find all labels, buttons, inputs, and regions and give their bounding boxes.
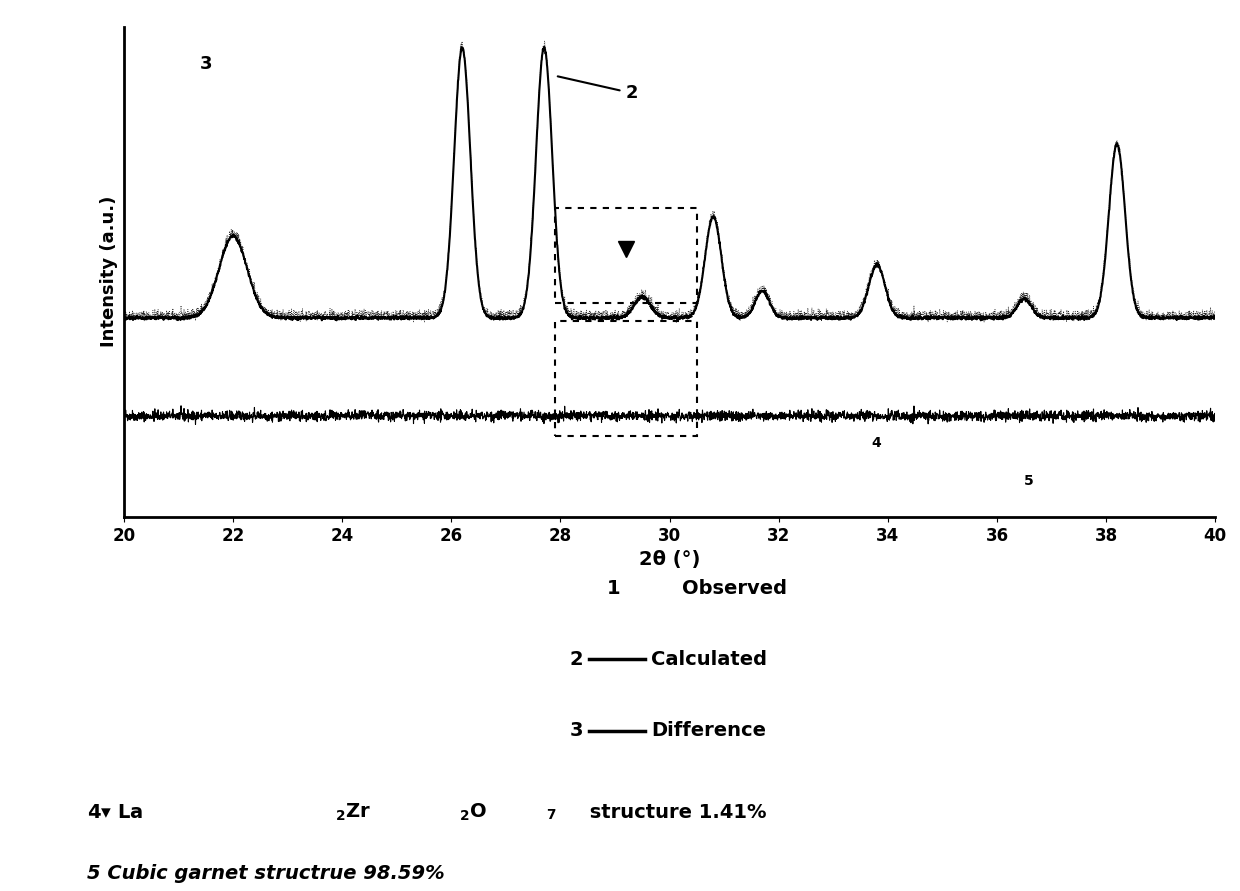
Bar	[556, 208, 697, 304]
Bar	[556, 321, 697, 436]
Text: 2: 2	[558, 77, 637, 102]
Text: 4$\mathbf{\blacktriangledown}$ La: 4$\mathbf{\blacktriangledown}$ La	[87, 803, 143, 822]
Text: structure 1.41%: structure 1.41%	[583, 803, 766, 822]
Text: 5 Cubic garnet structrue 98.59%: 5 Cubic garnet structrue 98.59%	[87, 863, 444, 883]
Text: 4: 4	[872, 437, 882, 451]
Text: 5: 5	[1024, 474, 1034, 488]
X-axis label: 2θ (°): 2θ (°)	[639, 550, 701, 569]
Text: 1: 1	[606, 578, 620, 598]
Text: $\mathbf{_2}$Zr: $\mathbf{_2}$Zr	[335, 802, 371, 823]
Text: 3: 3	[200, 55, 212, 73]
Text: Difference: Difference	[651, 721, 766, 740]
Text: $\mathbf{_7}$: $\mathbf{_7}$	[546, 803, 557, 822]
Text: $\mathbf{_2}$O: $\mathbf{_2}$O	[459, 802, 486, 823]
Text: 3: 3	[569, 721, 583, 740]
Text: 2: 2	[569, 650, 583, 669]
Y-axis label: Intensity (a.u.): Intensity (a.u.)	[100, 196, 119, 347]
Text: Calculated: Calculated	[651, 650, 768, 669]
Text: Observed: Observed	[682, 578, 787, 598]
